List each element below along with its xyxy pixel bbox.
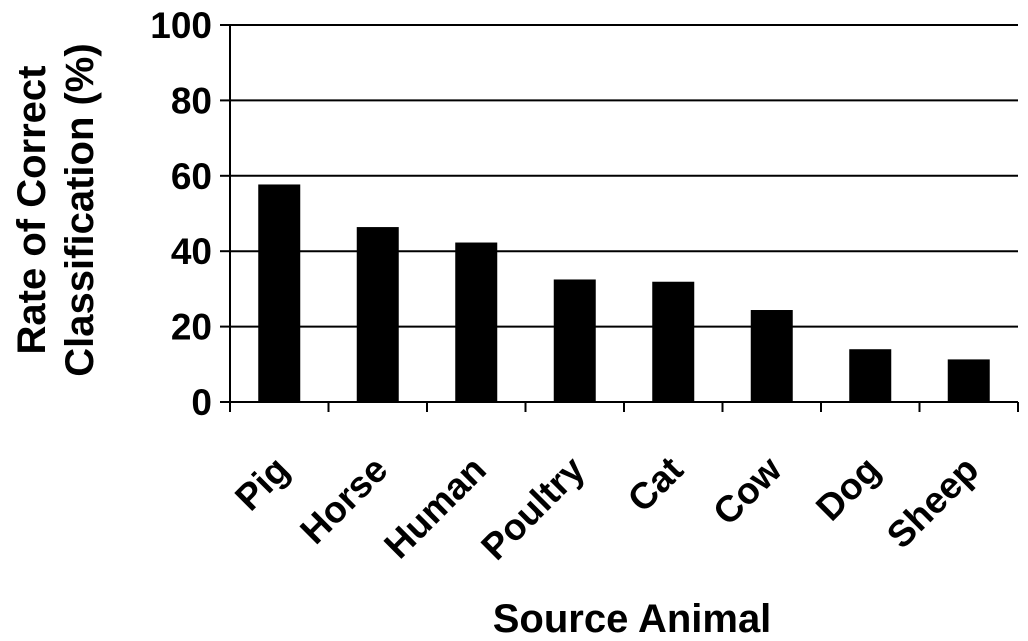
bars: [258, 184, 990, 402]
axes: [220, 24, 1019, 412]
x-tick-label: Dog: [808, 449, 888, 529]
y-tick-label: 0: [191, 382, 212, 423]
y-tick-label: 40: [171, 231, 212, 272]
y-tick-labels: 0 20 40 60 80 100: [150, 5, 212, 423]
x-axis-title: Source Animal: [493, 597, 772, 641]
x-tick-label: Cow: [705, 449, 789, 533]
y-axis-title-line-2: Classification (%): [58, 43, 102, 376]
bar-cow: [750, 310, 793, 402]
y-axis-title-line-1: Rate of Correct: [10, 66, 54, 355]
x-tick-label: Cat: [620, 449, 691, 520]
bar-human: [455, 242, 498, 402]
x-tick-label: Human: [376, 449, 494, 567]
bar-horse: [356, 227, 399, 402]
x-tick-label: Sheep: [879, 449, 987, 557]
x-tick-label: Pig: [227, 449, 297, 519]
bar-dog: [849, 349, 892, 402]
y-tick-label: 20: [171, 307, 212, 348]
bar-sheep: [947, 359, 990, 402]
bar-poultry: [553, 279, 596, 402]
x-tick-label: Poultry: [473, 448, 592, 567]
bar-cat: [652, 281, 695, 402]
y-axis-title: Rate of Correct Classification (%): [10, 43, 102, 376]
gridlines: [230, 24, 1018, 328]
y-tick-label: 60: [171, 156, 212, 197]
y-tick-label: 100: [150, 5, 212, 46]
bar-pig: [258, 184, 301, 402]
y-tick-label: 80: [171, 80, 212, 121]
